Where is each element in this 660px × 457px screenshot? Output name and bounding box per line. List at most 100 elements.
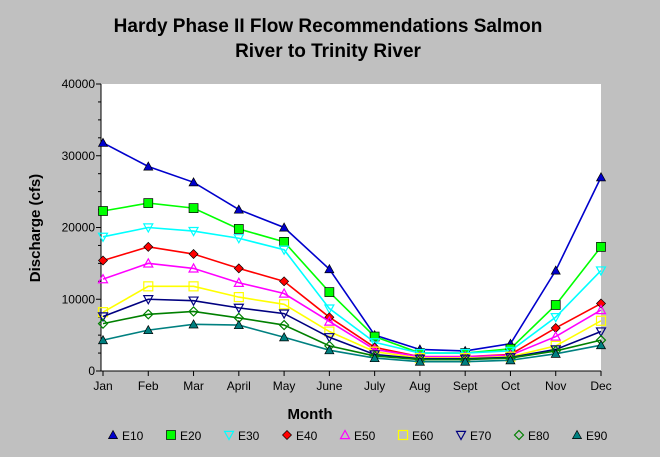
data-point-e20 [369, 331, 380, 342]
series-line-e70 [102, 298, 602, 360]
legend-item-e60: E60 [397, 429, 434, 443]
data-point-e50 [550, 330, 562, 341]
data-point-e10 [278, 222, 290, 232]
legend-marker [397, 429, 409, 441]
data-point-e90 [97, 334, 109, 345]
legend-marker [339, 429, 351, 440]
data-point-e50 [595, 304, 607, 315]
data-point-e10 [550, 265, 561, 275]
data-point-e10 [97, 137, 109, 147]
data-point-e80 [97, 318, 109, 329]
data-point-e30 [233, 234, 245, 244]
legend-label: E60 [412, 429, 434, 443]
data-point-e40 [143, 241, 154, 252]
data-point-e30 [595, 266, 607, 277]
data-point-e40 [279, 276, 290, 287]
legend-item-e50: E50 [339, 429, 376, 443]
data-point-e50 [233, 277, 245, 287]
data-point-e30 [550, 312, 562, 323]
data-point-e30 [504, 346, 516, 357]
legend-label: E20 [180, 429, 202, 443]
data-point-e10 [143, 161, 154, 171]
data-point-e10 [188, 177, 199, 187]
data-point-e90 [369, 352, 380, 363]
legend-marker [513, 429, 525, 441]
data-point-e90 [550, 348, 561, 358]
data-point-e80 [142, 308, 154, 320]
x-tick-label: Nov [545, 379, 566, 393]
legend-label: E50 [354, 429, 376, 443]
x-tick-label: Dec [590, 379, 611, 393]
axes: 0 10000 20000 30000 40000 Jan Feb Mar April May Ju… [62, 77, 612, 393]
legend-marker [282, 430, 292, 440]
data-point-e60 [233, 291, 244, 303]
legend-item-e90: E90 [571, 429, 608, 443]
y-tick-label: 30000 [62, 149, 96, 163]
x-tick-label: April [227, 379, 251, 393]
data-point-e30 [188, 226, 200, 237]
data-point-e30 [323, 304, 335, 315]
plot-area [101, 84, 601, 371]
data-point-e70 [233, 303, 245, 314]
legend-label: E90 [586, 429, 608, 443]
x-tick-label: Oct [501, 379, 520, 393]
legend-label: E80 [528, 429, 550, 443]
data-point-e40 [188, 249, 199, 260]
data-point-e50 [142, 257, 154, 268]
legend-label: E70 [470, 429, 492, 443]
data-point-e50 [188, 262, 200, 273]
data-point-e80 [188, 306, 199, 317]
legend-marker [166, 430, 176, 440]
legend-marker [455, 430, 467, 441]
legend-label: E40 [296, 429, 318, 443]
legend-item-e20: E20 [166, 429, 202, 443]
x-tick-label: May [273, 379, 296, 393]
data-point-e90 [324, 344, 335, 355]
y-tick-label: 10000 [62, 292, 96, 306]
data-point-e20 [596, 242, 606, 252]
data-point-e40 [233, 263, 244, 274]
data-point-e20 [143, 198, 154, 208]
data-point-e60 [97, 307, 109, 318]
series-line-e50 [102, 262, 602, 358]
legend-label: E10 [122, 429, 144, 443]
x-tick-label: Jan [93, 379, 112, 393]
series-line-e20 [102, 202, 602, 354]
data-point-e30 [369, 338, 381, 349]
data-point-e30 [97, 232, 109, 243]
data-point-e10 [233, 204, 244, 214]
data-point-e90 [505, 355, 516, 365]
legend-item-e40: E40 [282, 429, 318, 443]
y-tick-label: 20000 [62, 221, 96, 235]
data-point-e50 [278, 287, 290, 298]
x-tick-label: Sept [453, 379, 478, 393]
data-point-e70 [278, 309, 290, 320]
x-tick-label: July [364, 379, 385, 393]
series-line-e60 [102, 285, 602, 359]
y-axis-title: Discharge (cfs) [27, 174, 44, 282]
legend-item-e30: E30 [223, 429, 260, 443]
series-line-e30 [102, 226, 602, 354]
data-point-e50 [97, 273, 109, 284]
y-tick-label: 0 [88, 364, 95, 378]
legend-marker [107, 429, 119, 439]
legend-label: E30 [238, 429, 260, 443]
data-point-e20 [324, 287, 335, 297]
data-point-e20 [188, 203, 199, 213]
data-point-e60 [278, 299, 290, 310]
data-point-e30 [142, 223, 154, 234]
series-line-e80 [102, 310, 602, 361]
data-point-e40 [596, 298, 606, 309]
legend-item-e70: E70 [455, 429, 492, 443]
data-point-e70 [595, 327, 607, 338]
x-tick-label: Aug [409, 379, 430, 393]
data-point-e90 [188, 319, 199, 329]
data-point-e90 [595, 339, 607, 350]
data-point-e20 [98, 206, 108, 216]
series-line-e90 [102, 323, 602, 363]
data-point-e10 [324, 263, 335, 274]
y-tick-label: 40000 [62, 77, 96, 91]
x-tick-label: Mar [183, 379, 204, 393]
data-point-e80 [278, 319, 290, 331]
